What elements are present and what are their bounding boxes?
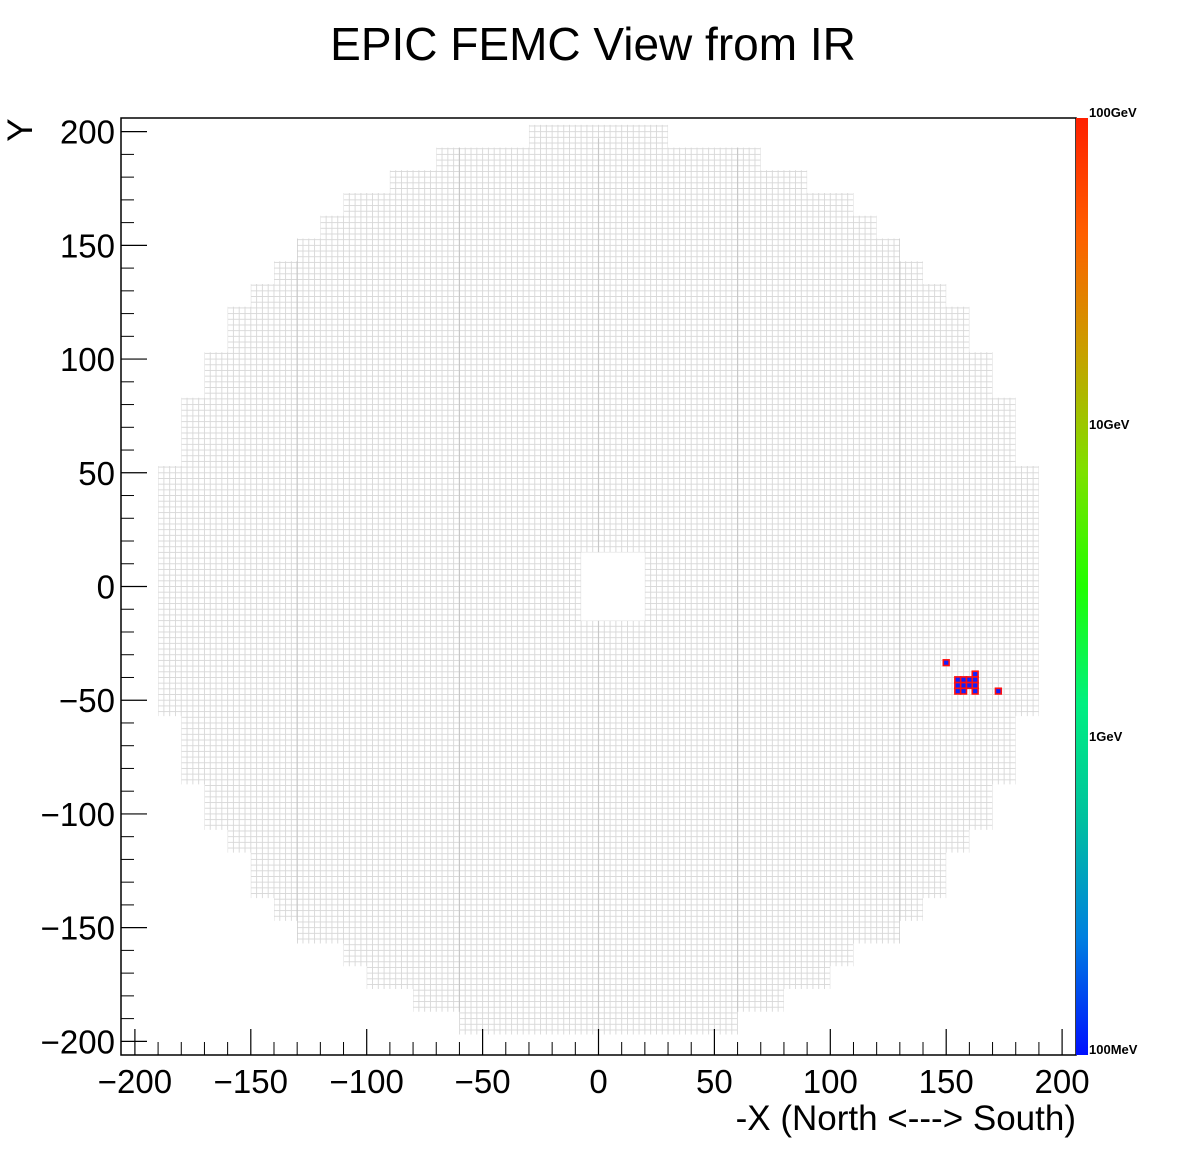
x-tick-label: 0	[589, 1063, 607, 1100]
x-tick-label: −150	[214, 1063, 288, 1100]
hit-cell	[959, 676, 968, 684]
hit-cell	[959, 687, 968, 695]
y-tick-label: 50	[78, 455, 115, 492]
colorbar-label-100gev: 100GeV	[1089, 105, 1137, 120]
x-tick-label: −100	[330, 1063, 404, 1100]
y-tick-label: −100	[41, 796, 115, 833]
y-axis-title: Y	[1, 118, 40, 141]
colorbar: 100GeV 10GeV 1GeV 100MeV	[1076, 105, 1138, 1057]
axes: −200 −150 −100 −50 0 50 100 150 200 200 150 100 50 0 −…	[41, 114, 1090, 1100]
hit-cell	[965, 676, 974, 684]
colorbar-label-100mev: 100MeV	[1089, 1042, 1138, 1057]
hit-cell	[971, 681, 979, 690]
beam-hole	[581, 552, 645, 621]
hit-cell	[971, 676, 979, 684]
y-tick-label: 150	[60, 227, 115, 264]
x-tick-label: 150	[919, 1063, 974, 1100]
colorbar-gradient	[1076, 118, 1088, 1055]
y-tick-label: 200	[60, 114, 115, 151]
y-tick-label: 100	[60, 341, 115, 378]
hit-cell	[965, 681, 974, 690]
x-tick-label: 100	[803, 1063, 858, 1100]
hit-cell	[971, 687, 979, 695]
hit-cells	[942, 659, 1003, 695]
y-tick-label: −200	[41, 1023, 115, 1060]
x-axis-title: -X (North <---> South)	[736, 1099, 1076, 1138]
hit-cell	[959, 681, 968, 690]
y-tick-label: 0	[97, 569, 115, 606]
y-tick-label: −50	[59, 682, 115, 719]
x-tick-label: 200	[1035, 1063, 1090, 1100]
x-tick-label: −50	[455, 1063, 511, 1100]
y-tick-label: −150	[41, 910, 115, 947]
hit-cell	[954, 687, 962, 695]
x-tick-label: 50	[696, 1063, 733, 1100]
hit-cell	[942, 659, 950, 667]
colorbar-label-10gev: 10GeV	[1089, 417, 1130, 432]
chart-title: EPIC FEMC View from IR	[330, 18, 856, 70]
x-tick-label: −200	[98, 1063, 172, 1100]
hit-cell	[954, 676, 962, 684]
hit-cell	[971, 670, 979, 678]
detector-cells	[158, 124, 1039, 1035]
hit-cell	[994, 687, 1003, 695]
colorbar-label-1gev: 1GeV	[1089, 729, 1123, 744]
hit-cell	[954, 681, 962, 690]
